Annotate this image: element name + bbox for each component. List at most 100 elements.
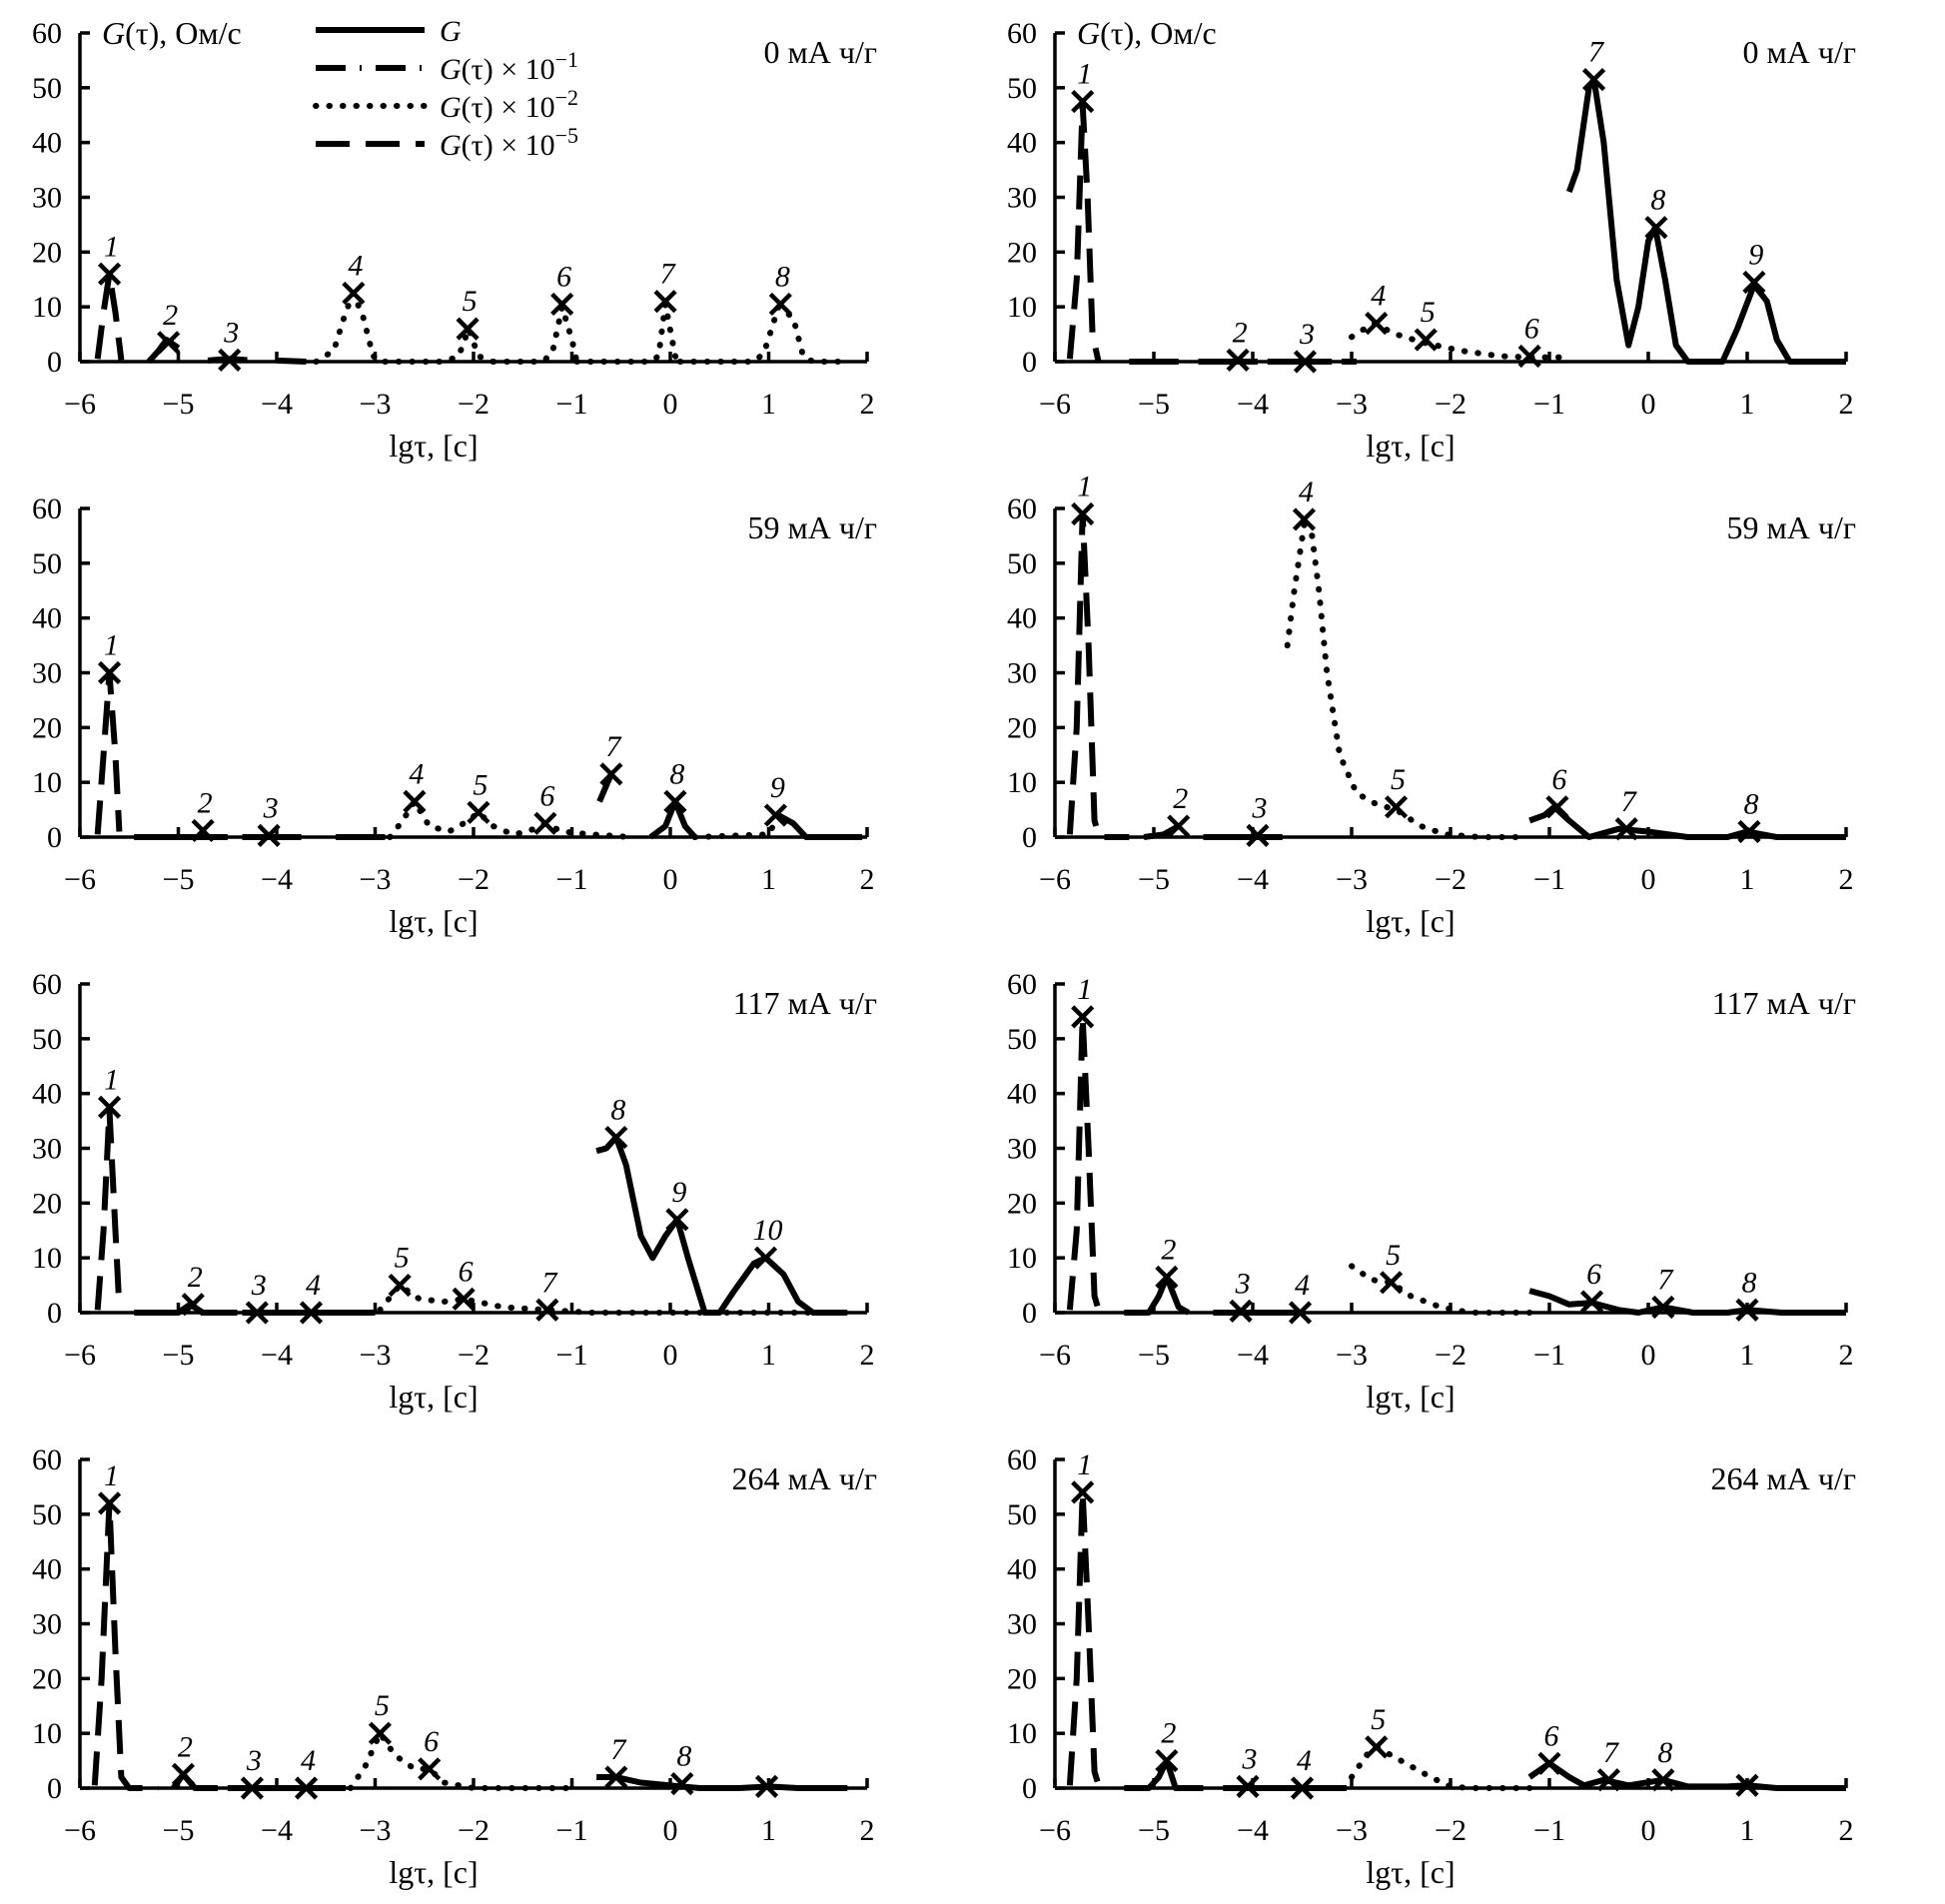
x-tick-label: −2 bbox=[1435, 1814, 1466, 1847]
peak-marker-x bbox=[533, 811, 557, 835]
series-dotted-line bbox=[347, 1730, 570, 1791]
peak-marker-x bbox=[181, 1293, 205, 1317]
x-tick-label: −6 bbox=[1039, 1339, 1071, 1372]
x-tick-label: −5 bbox=[163, 863, 195, 896]
peak-marker-stroke bbox=[665, 1208, 689, 1232]
peak-marker-x bbox=[1581, 68, 1606, 92]
peak-marker-stroke bbox=[1579, 1290, 1604, 1314]
x-tick-label: −5 bbox=[1138, 1339, 1170, 1372]
peak-label: 2 bbox=[178, 1730, 193, 1763]
y-tick-label: 10 bbox=[32, 291, 62, 324]
y-tick-label: 50 bbox=[1007, 72, 1037, 105]
x-tick-label: 2 bbox=[1839, 1814, 1854, 1847]
legend-label: G bbox=[440, 15, 462, 48]
peak-label: 5 bbox=[395, 1242, 410, 1275]
panel-capacity-label: 264 мА ч/г bbox=[1711, 1460, 1856, 1496]
legend-label: G(τ) × 10−1 bbox=[440, 47, 578, 86]
x-tick-label: −5 bbox=[163, 388, 195, 421]
peak-marker-x bbox=[452, 1287, 476, 1311]
peak-marker-stroke bbox=[97, 262, 122, 286]
y-axis-title: G(τ), Ом/с bbox=[1077, 15, 1217, 51]
peak-marker-x bbox=[1644, 216, 1668, 240]
panel-capacity-label: 117 мА ч/г bbox=[1712, 985, 1856, 1021]
x-tick-label: 1 bbox=[761, 388, 776, 421]
peak-label: 6 bbox=[1586, 1258, 1601, 1291]
peak-marker-stroke bbox=[670, 1772, 694, 1796]
peak-label: 6 bbox=[1524, 313, 1539, 346]
peak-label: 5 bbox=[1386, 1239, 1401, 1272]
x-tick-label: −6 bbox=[64, 1814, 96, 1847]
y-axis-title-symbol: G bbox=[1077, 15, 1100, 51]
y-tick-label: 50 bbox=[32, 1498, 62, 1531]
peak-marker-x bbox=[599, 762, 623, 786]
y-tick-label: 10 bbox=[1007, 766, 1037, 799]
peak-marker-x bbox=[663, 789, 687, 813]
peak-marker-x bbox=[1517, 344, 1541, 369]
peak-marker-stroke bbox=[1365, 312, 1389, 336]
y-tick-label: 40 bbox=[32, 127, 62, 160]
peak-label: 7 bbox=[1657, 1264, 1674, 1297]
peak-marker-x bbox=[1742, 270, 1766, 295]
series-dashed-line bbox=[1066, 1013, 1103, 1314]
y-tick-label: 20 bbox=[1007, 1187, 1037, 1220]
peak-label: 10 bbox=[753, 1214, 783, 1247]
peak-label: 6 bbox=[1544, 1719, 1559, 1752]
x-tick-label: −3 bbox=[1336, 1339, 1368, 1372]
peak-marker-x bbox=[157, 331, 181, 355]
panel-capacity-label: 59 мА ч/г bbox=[748, 509, 877, 545]
peak-label: 4 bbox=[301, 1744, 316, 1777]
peak-label: 1 bbox=[104, 629, 119, 662]
peak-marker-stroke bbox=[181, 1293, 205, 1317]
x-axis-title: lgτ, [c] bbox=[1366, 1854, 1455, 1890]
y-tick-label: 40 bbox=[32, 1553, 62, 1586]
peak-label: 2 bbox=[1173, 782, 1188, 815]
panel-capacity-label: 0 мА ч/г bbox=[1743, 34, 1856, 70]
panel-capacity-label: 117 мА ч/г bbox=[733, 985, 877, 1021]
series-dotted-line bbox=[1349, 1263, 1533, 1316]
y-tick-label: 30 bbox=[32, 1608, 62, 1641]
peak-marker-x bbox=[1229, 1299, 1253, 1323]
peak-marker-x bbox=[97, 1491, 122, 1515]
x-tick-label: −2 bbox=[458, 863, 489, 896]
peak-label: 5 bbox=[1371, 1703, 1386, 1736]
peak-label: 6 bbox=[1551, 763, 1566, 796]
series-dashed-line bbox=[91, 1499, 159, 1791]
peak-label: 3 bbox=[1235, 1267, 1251, 1300]
peak-marker-stroke bbox=[1071, 89, 1095, 114]
x-tick-label: −6 bbox=[1039, 1814, 1071, 1847]
x-tick-label: −1 bbox=[1533, 1814, 1565, 1847]
x-tick-label: −5 bbox=[163, 1339, 195, 1372]
series-solid-line bbox=[776, 812, 863, 840]
peak-marker-x bbox=[1246, 823, 1270, 847]
x-tick-label: −4 bbox=[261, 1339, 293, 1372]
x-tick-label: 0 bbox=[1641, 1339, 1656, 1372]
peak-marker-stroke bbox=[1537, 1751, 1561, 1775]
legend-label-exponent: −1 bbox=[555, 47, 578, 72]
peak-marker-x bbox=[1071, 1005, 1095, 1029]
x-tick-label: −2 bbox=[1435, 1339, 1466, 1372]
peak-marker-stroke bbox=[1735, 1298, 1759, 1322]
chart-panel-row2-left: 0 10 20 30 40 50 60 −6 −5 −4 −3 −2 −1 0 1 2 lgτ, [c] 59 м… bbox=[32, 492, 877, 939]
x-tick-label: 0 bbox=[663, 388, 678, 421]
y-tick-label: 60 bbox=[32, 1443, 62, 1476]
peak-marker-x bbox=[191, 818, 215, 843]
x-tick-label: −1 bbox=[556, 388, 588, 421]
legend-label-exponent: −5 bbox=[555, 123, 578, 148]
y-axis-title-rest: (τ), Ом/с bbox=[125, 15, 242, 51]
peak-label: 5 bbox=[1391, 763, 1406, 796]
x-tick-label: −4 bbox=[261, 388, 293, 421]
series-dotted-line bbox=[387, 798, 634, 840]
peak-marker-x bbox=[1236, 1774, 1260, 1798]
peak-marker-x bbox=[1737, 819, 1761, 844]
x-tick-label: −1 bbox=[556, 863, 588, 896]
legend-label-symbol: G bbox=[440, 91, 462, 124]
peak-marker-x bbox=[1365, 1735, 1389, 1759]
y-tick-label: 0 bbox=[47, 1772, 62, 1805]
peak-label: 3 bbox=[223, 316, 239, 349]
peak-marker-stroke bbox=[368, 1721, 393, 1745]
peak-marker-stroke bbox=[1290, 1776, 1315, 1800]
y-tick-label: 50 bbox=[1007, 1498, 1037, 1531]
peak-marker-stroke bbox=[294, 1776, 319, 1800]
peak-marker-stroke bbox=[1614, 817, 1638, 841]
x-tick-label: −3 bbox=[360, 1814, 392, 1847]
